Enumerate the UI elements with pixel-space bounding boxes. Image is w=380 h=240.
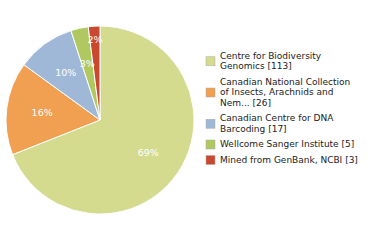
legend-swatch: [206, 57, 215, 66]
data-label: 10%: [55, 67, 76, 78]
data-labels: 69% 16% 10% 3% 2%: [32, 34, 159, 158]
legend-label: Centre for BiodiversityGenomics [113]: [220, 51, 322, 72]
data-label: 16%: [32, 107, 53, 118]
legend-swatch: [206, 88, 215, 97]
legend-swatch: [206, 119, 215, 128]
chart: 69% 16% 10% 3% 2% Centre for BiodiversityGeno…: [0, 0, 380, 240]
legend-label: Canadian Centre for DNABarcoding [17]: [220, 113, 334, 134]
chart-container: 69% 16% 10% 3% 2% Centre for BiodiversityGeno…: [0, 0, 380, 240]
data-label: 2%: [87, 34, 102, 45]
legend-swatch: [206, 140, 215, 149]
data-label: 69%: [138, 147, 159, 158]
legend-label: Canadian National Collectionof Insects, …: [220, 77, 350, 108]
data-label: 3%: [80, 58, 95, 69]
legend-label: Mined from GenBank, NCBI [3]: [220, 155, 358, 165]
pie: [6, 26, 194, 214]
legend-swatch: [206, 156, 215, 165]
legend-label: Wellcome Sanger Institute [5]: [220, 139, 354, 149]
legend: Centre for BiodiversityGenomics [113] Can…: [206, 51, 358, 165]
